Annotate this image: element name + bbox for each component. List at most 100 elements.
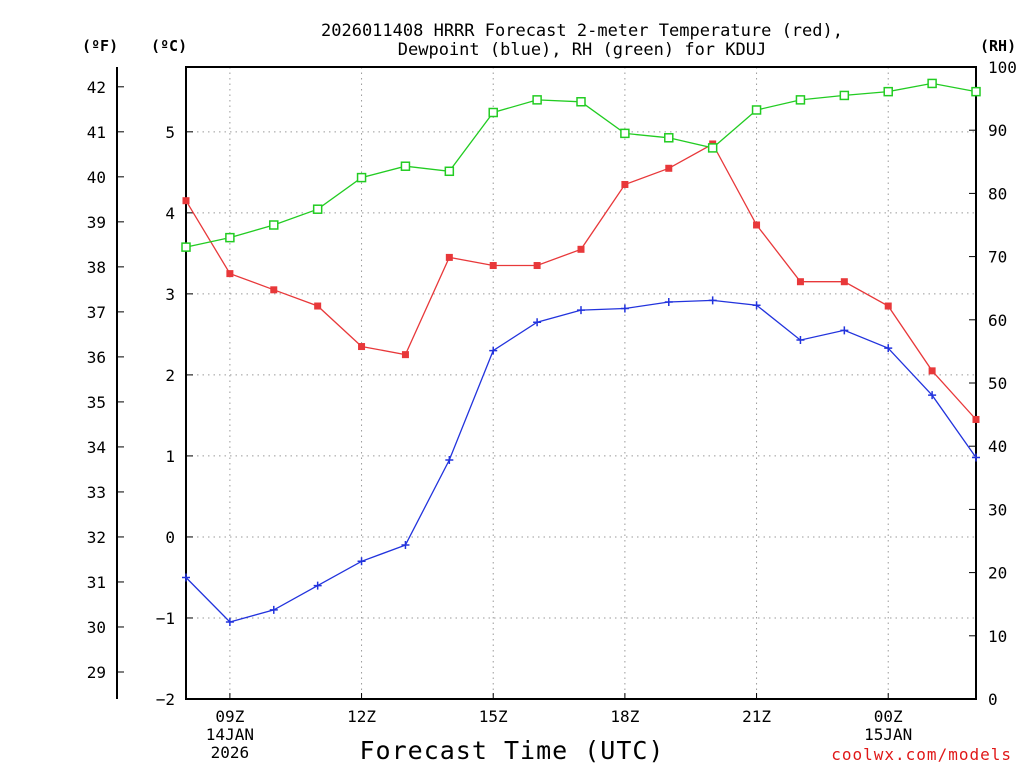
celsius-tick-label: 2 xyxy=(165,366,175,385)
rh-point xyxy=(488,107,498,118)
rh-point xyxy=(971,86,981,97)
rh-point xyxy=(312,204,323,214)
dewpoint-point xyxy=(445,455,454,464)
celsius-tick-label: −1 xyxy=(156,609,175,628)
temperature-point xyxy=(445,253,453,261)
rh-point xyxy=(576,97,586,107)
celsius-unit-label: (ºC) xyxy=(151,37,187,55)
temperature-point xyxy=(226,270,234,278)
rh-tick-label: 50 xyxy=(988,374,1007,393)
fahrenheit-tick-label: 30 xyxy=(87,618,106,637)
fahrenheit-tick-label: 33 xyxy=(87,483,106,502)
dewpoint-point xyxy=(182,573,190,582)
rh-tick-label: 70 xyxy=(988,248,1007,267)
temperature-point xyxy=(358,343,366,351)
dewpoint-point xyxy=(489,346,498,355)
rh-tick-label: 80 xyxy=(988,184,1007,203)
temperature-point xyxy=(489,262,497,270)
plot-frame xyxy=(185,66,977,700)
temperature-point xyxy=(314,302,322,310)
rh-point xyxy=(444,166,455,177)
fahrenheit-tick-label: 31 xyxy=(87,573,106,592)
celsius-tick-label: 0 xyxy=(165,528,175,547)
dewpoint-point xyxy=(884,344,893,353)
rh-point xyxy=(532,95,542,105)
rh-point xyxy=(839,90,850,101)
dewpoint-point xyxy=(796,336,805,345)
fahrenheit-tick-label: 34 xyxy=(87,438,106,457)
fahrenheit-tick-label: 40 xyxy=(87,168,106,187)
temperature-point xyxy=(270,286,278,294)
celsius-tick-label: 3 xyxy=(165,285,175,304)
rh-point xyxy=(883,86,893,97)
temperature-line xyxy=(185,143,977,420)
temperature-point xyxy=(665,164,673,172)
x-tick-label: 15JAN xyxy=(864,725,912,744)
credit-text: coolwx.com/models xyxy=(831,745,1012,764)
temperature-point xyxy=(796,278,804,286)
fahrenheit-tick-label: 35 xyxy=(87,393,106,412)
dewpoint-point xyxy=(840,326,849,335)
x-tick-label: 21Z xyxy=(742,707,771,726)
temperature-point xyxy=(840,278,848,286)
series-dewpoint xyxy=(182,296,980,627)
temperature-point xyxy=(928,367,936,375)
fahrenheit-tick-label: 39 xyxy=(87,213,106,232)
series-temperature xyxy=(182,140,980,423)
fahrenheit-tick-label: 38 xyxy=(87,258,106,277)
rh-tick-label: 90 xyxy=(988,121,1007,140)
temperature-point xyxy=(182,197,190,205)
series-rh xyxy=(181,78,981,252)
chart-title-line1: 2026011408 HRRR Forecast 2-meter Tempera… xyxy=(321,21,843,41)
rh-point xyxy=(664,133,674,143)
dewpoint-point xyxy=(752,301,761,310)
temperature-point xyxy=(753,221,761,229)
fahrenheit-unit-label: (ºF) xyxy=(82,37,118,55)
dewpoint-point xyxy=(269,605,278,614)
fahrenheit-tick-label: 41 xyxy=(87,123,106,142)
dewpoint-point xyxy=(225,618,234,627)
data-series xyxy=(181,78,981,627)
rh-point xyxy=(225,232,235,243)
fahrenheit-tick-label: 29 xyxy=(87,663,106,682)
celsius-tick-label: −2 xyxy=(156,690,175,709)
axes: 2930313233343536373839404142−2−101234501… xyxy=(87,58,1017,709)
fahrenheit-tick-label: 32 xyxy=(87,528,106,547)
celsius-tick-label: 4 xyxy=(165,204,175,223)
temperature-point xyxy=(884,302,892,310)
rh-tick-label: 100 xyxy=(988,58,1017,77)
temperature-point xyxy=(621,180,629,188)
rh-point xyxy=(400,161,411,171)
rh-point xyxy=(927,78,937,89)
x-tick-label: 09Z xyxy=(215,707,244,726)
rh-tick-label: 0 xyxy=(988,690,998,709)
rh-unit-label: (RH) xyxy=(980,37,1016,55)
dewpoint-point xyxy=(401,541,410,550)
x-tick-label: 15Z xyxy=(479,707,508,726)
rh-point xyxy=(356,172,367,183)
dewpoint-point xyxy=(664,297,673,306)
fahrenheit-tick-label: 37 xyxy=(87,303,106,322)
chart-title-line2: Dewpoint (blue), RH (green) for KDUJ xyxy=(398,40,766,60)
temperature-point xyxy=(577,245,585,253)
celsius-tick-label: 1 xyxy=(165,447,175,466)
dewpoint-point xyxy=(577,306,585,315)
celsius-tick-label: 5 xyxy=(165,123,175,142)
x-tick-label: 00Z xyxy=(874,707,903,726)
rh-tick-label: 30 xyxy=(988,500,1007,519)
rh-line xyxy=(185,82,977,248)
dewpoint-point xyxy=(533,318,542,327)
rh-point xyxy=(795,95,806,105)
rh-tick-label: 60 xyxy=(988,311,1007,330)
gridlines xyxy=(186,67,976,699)
rh-point xyxy=(707,143,718,153)
dewpoint-point xyxy=(313,581,322,590)
temperature-point xyxy=(401,351,409,359)
rh-point xyxy=(751,105,762,115)
dewpoint-line xyxy=(185,299,977,623)
rh-tick-label: 20 xyxy=(988,564,1007,583)
rh-tick-label: 10 xyxy=(988,627,1007,646)
dewpoint-point xyxy=(928,391,937,400)
